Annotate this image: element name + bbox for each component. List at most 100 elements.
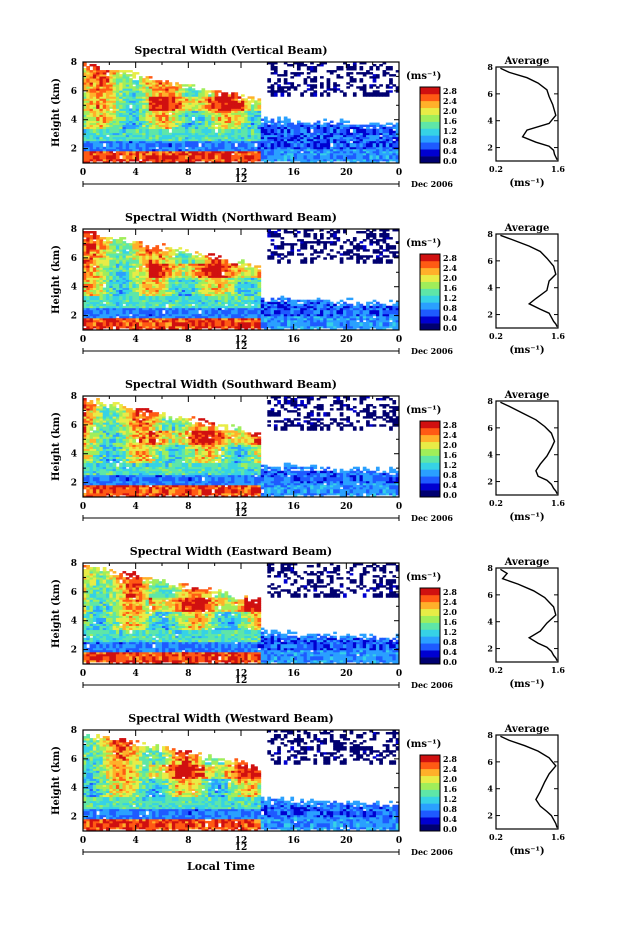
heatmap-cell <box>247 128 252 132</box>
heatmap-cell <box>148 118 153 121</box>
heatmap-cell <box>349 72 354 75</box>
heatmap-cell <box>329 130 334 134</box>
heatmap-cell <box>92 84 97 87</box>
heatmap-cell <box>313 128 318 132</box>
heatmap-cell <box>194 92 199 95</box>
heatmap-cell <box>185 160 189 164</box>
heatmap-cell <box>214 100 219 103</box>
heatmap-cell <box>270 144 275 148</box>
heatmap-cell <box>119 88 123 91</box>
heatmap-cell <box>191 158 196 162</box>
heatmap-cell <box>185 249 189 252</box>
heatmap-cell <box>241 140 245 144</box>
heatmap-cell <box>250 114 255 117</box>
heatmap-cell <box>129 80 133 83</box>
heatmap-cell <box>191 120 196 123</box>
heatmap-cell <box>201 136 206 140</box>
heatmap-cell <box>277 86 281 89</box>
heatmap-cell <box>109 94 114 97</box>
heatmap-cell <box>135 118 140 121</box>
heatmap-cell <box>112 144 117 148</box>
heatmap-cell <box>168 156 173 160</box>
heatmap-cell <box>300 72 304 75</box>
heatmap-cell <box>142 86 146 89</box>
heatmap-cell <box>201 134 206 138</box>
heatmap-cell <box>122 114 127 117</box>
heatmap-cell <box>221 309 225 313</box>
heatmap-cell <box>227 160 232 164</box>
heatmap-cell <box>181 124 186 128</box>
heatmap-cell <box>181 116 186 119</box>
heatmap-cell <box>333 146 337 150</box>
heatmap-cell <box>326 158 331 162</box>
heatmap-cell <box>260 152 265 156</box>
heatmap-cell <box>264 144 268 148</box>
heatmap-cell <box>168 158 173 162</box>
heatmap-cell <box>89 148 94 152</box>
heatmap-cell <box>138 136 143 140</box>
heatmap-cell <box>185 106 189 109</box>
heatmap-cell <box>92 142 97 146</box>
heatmap-cell <box>198 98 202 101</box>
heatmap-cell <box>148 136 153 140</box>
heatmap-cell <box>247 110 252 113</box>
heatmap-cell <box>162 88 166 91</box>
heatmap-cell <box>234 112 239 115</box>
heatmap-cell <box>125 114 130 117</box>
heatmap-cell <box>89 154 94 158</box>
heatmap-cell <box>241 126 245 130</box>
heatmap-cell <box>168 122 173 126</box>
heatmap-cell <box>234 114 239 117</box>
heatmap-cell <box>208 138 212 142</box>
heatmap-cell <box>366 92 370 95</box>
heatmap-cell <box>336 150 341 154</box>
heatmap-cell <box>293 132 298 136</box>
heatmap-cell <box>306 134 311 138</box>
heatmap-cell <box>287 156 291 160</box>
heatmap-cell <box>247 102 252 105</box>
heatmap-cell <box>109 124 114 128</box>
heatmap-cell <box>145 78 150 81</box>
heatmap-cell <box>135 108 140 111</box>
heatmap-cell <box>303 160 308 164</box>
heatmap-cell <box>106 132 110 136</box>
heatmap-cell <box>89 150 94 154</box>
heatmap-cell <box>129 110 133 113</box>
heatmap-cell <box>165 154 169 158</box>
heatmap-cell <box>138 134 143 138</box>
heatmap-cell <box>181 128 186 132</box>
heatmap-cell <box>162 90 166 93</box>
heatmap-cell <box>287 148 291 152</box>
heatmap-cell <box>99 110 104 113</box>
heatmap-cell <box>204 92 209 95</box>
heatmap-cell <box>162 130 166 134</box>
heatmap-cell <box>254 110 258 113</box>
heatmap-cell <box>122 132 127 136</box>
heatmap-cell <box>313 66 318 69</box>
heatmap-cell <box>244 146 248 150</box>
heatmap-cell <box>254 128 258 132</box>
heatmap-cell <box>99 152 104 156</box>
heatmap-cell <box>382 92 387 95</box>
heatmap-cell <box>287 122 291 126</box>
heatmap-cell <box>96 154 100 158</box>
heatmap-cell <box>115 122 120 126</box>
heatmap-cell <box>267 146 272 150</box>
heatmap-cell <box>171 108 176 111</box>
heatmap-cell <box>208 253 212 256</box>
heatmap-cell <box>175 126 179 130</box>
heatmap-cell <box>194 120 199 123</box>
heatmap-cell <box>168 106 173 109</box>
heatmap-cell <box>99 148 104 152</box>
heatmap-cell <box>267 150 272 154</box>
heatmap-cell <box>369 76 374 79</box>
heatmap-cell <box>155 140 160 144</box>
heatmap-cell <box>83 106 87 109</box>
heatmap-cell <box>106 78 110 81</box>
heatmap-cell <box>188 132 193 136</box>
heatmap-cell <box>86 110 90 113</box>
heatmap-cell <box>254 120 258 123</box>
heatmap-cell <box>89 100 94 103</box>
heatmap-cell <box>135 152 140 156</box>
heatmap-cell <box>112 102 117 105</box>
